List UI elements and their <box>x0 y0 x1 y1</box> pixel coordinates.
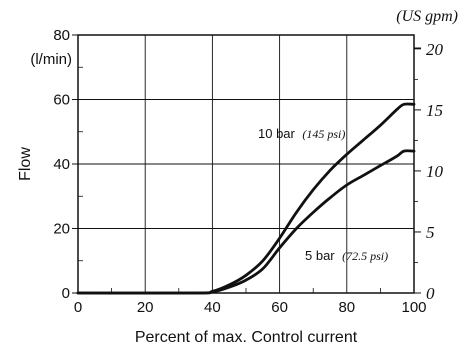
x-tick-label: 20 <box>137 299 154 316</box>
y-tick-label-right: 5 <box>426 223 435 242</box>
series-line-10-bar <box>76 102 416 295</box>
y-tick-label-left: 80 <box>53 27 70 44</box>
y-tick-label-right: 10 <box>426 162 444 181</box>
y-tick-label-left: 40 <box>53 156 70 173</box>
plot-frame <box>77 34 415 294</box>
x-tick-label: 80 <box>338 299 355 316</box>
series-lines <box>76 102 416 295</box>
series-label-10-bar: 10 bar (145 psi) <box>258 125 345 142</box>
y-tick-label-left: 20 <box>53 221 70 238</box>
x-tick-label: 100 <box>401 299 426 316</box>
y-tick-label-left: 60 <box>53 92 70 109</box>
y-tick-label-right: 15 <box>426 101 443 120</box>
y-axis-title: Flow <box>17 147 34 181</box>
x-tick-label: 40 <box>204 299 221 316</box>
left-unit-label: (l/min) <box>30 51 72 68</box>
x-axis-title: Percent of max. Control current <box>135 329 358 346</box>
y-tick-label-right: 0 <box>426 284 435 303</box>
y-tick-label-right: 20 <box>426 40 444 59</box>
x-tick-label: 0 <box>74 299 82 316</box>
series-line-5-bar <box>76 149 416 295</box>
x-tick-label: 60 <box>271 299 288 316</box>
series-label-5-bar: 5 bar (72.5 psi) <box>305 247 388 264</box>
right-unit-label: (US gpm) <box>396 8 458 25</box>
y-tick-label-left: 0 <box>62 285 70 302</box>
